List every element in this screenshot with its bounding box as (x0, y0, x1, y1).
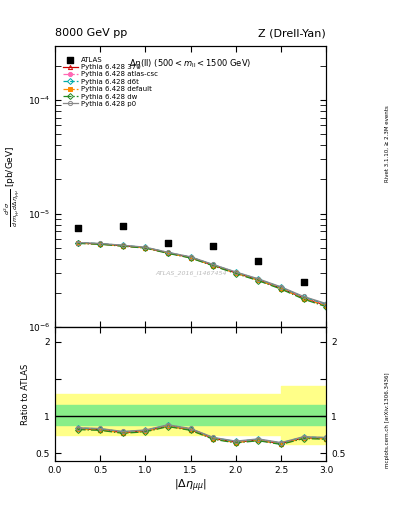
Legend: ATLAS, Pythia 6.428 370, Pythia 6.428 atlas-csc, Pythia 6.428 d6t, Pythia 6.428 : ATLAS, Pythia 6.428 370, Pythia 6.428 at… (61, 55, 159, 108)
Line: Pythia 6.428 default: Pythia 6.428 default (75, 241, 328, 308)
Pythia 6.428 default (279, 286, 283, 292)
Pythia 6.428 atlas-csc (98, 241, 103, 247)
Text: 8000 GeV pp: 8000 GeV pp (55, 28, 127, 38)
Pythia 6.428 370 (143, 245, 148, 251)
Pythia 6.428 d6t (233, 269, 238, 275)
Pythia 6.428 p0 (143, 244, 148, 250)
Pythia 6.428 dw (301, 296, 306, 302)
Pythia 6.428 370 (75, 240, 80, 246)
Pythia 6.428 d6t (211, 262, 216, 268)
Pythia 6.428 d6t (120, 242, 125, 248)
Pythia 6.428 370 (120, 243, 125, 249)
Pythia 6.428 atlas-csc (256, 276, 261, 283)
Pythia 6.428 d6t (256, 276, 261, 282)
Line: Pythia 6.428 atlas-csc: Pythia 6.428 atlas-csc (75, 241, 328, 307)
Pythia 6.428 atlas-csc (301, 294, 306, 301)
Line: Pythia 6.428 370: Pythia 6.428 370 (75, 241, 328, 308)
Text: $\Delta\eta(\mathrm{ll})\ (500 < m_{\mathrm{ll}} < 1500\ \mathrm{GeV})$: $\Delta\eta(\mathrm{ll})\ (500 < m_{\mat… (129, 57, 252, 70)
Pythia 6.428 d6t (301, 294, 306, 300)
Pythia 6.428 atlas-csc (120, 243, 125, 249)
Pythia 6.428 370 (211, 262, 216, 268)
Pythia 6.428 d6t (166, 249, 171, 255)
Pythia 6.428 default (98, 241, 103, 247)
Pythia 6.428 default (75, 240, 80, 246)
Pythia 6.428 p0 (98, 240, 103, 246)
Pythia 6.428 dw (143, 245, 148, 251)
Pythia 6.428 p0 (166, 249, 171, 255)
Pythia 6.428 default (188, 254, 193, 261)
Pythia 6.428 atlas-csc (279, 285, 283, 291)
Pythia 6.428 atlas-csc (188, 254, 193, 261)
Text: mcplots.cern.ch [arXiv:1306.3436]: mcplots.cern.ch [arXiv:1306.3436] (385, 372, 389, 467)
Pythia 6.428 d6t (98, 241, 103, 247)
Pythia 6.428 dw (233, 270, 238, 276)
Pythia 6.428 atlas-csc (324, 302, 329, 308)
Pythia 6.428 370 (188, 254, 193, 261)
Pythia 6.428 p0 (301, 293, 306, 300)
Pythia 6.428 p0 (233, 269, 238, 275)
Pythia 6.428 default (256, 278, 261, 284)
Pythia 6.428 dw (188, 255, 193, 261)
Pythia 6.428 dw (211, 263, 216, 269)
Pythia 6.428 default (166, 250, 171, 256)
Text: ATLAS_2016_I1467454: ATLAS_2016_I1467454 (155, 271, 226, 276)
Pythia 6.428 dw (256, 278, 261, 284)
Pythia 6.428 370 (98, 241, 103, 247)
Pythia 6.428 dw (324, 304, 329, 310)
ATLAS (165, 239, 171, 247)
Pythia 6.428 atlas-csc (166, 250, 171, 256)
Pythia 6.428 p0 (256, 276, 261, 282)
Pythia 6.428 default (211, 263, 216, 269)
ATLAS (75, 224, 81, 232)
Line: Pythia 6.428 d6t: Pythia 6.428 d6t (75, 241, 328, 306)
Pythia 6.428 370 (279, 285, 283, 291)
Pythia 6.428 default (143, 245, 148, 251)
Pythia 6.428 default (324, 303, 329, 309)
Pythia 6.428 370 (324, 303, 329, 309)
Pythia 6.428 d6t (279, 284, 283, 290)
Pythia 6.428 dw (279, 286, 283, 292)
Pythia 6.428 default (233, 270, 238, 276)
Pythia 6.428 dw (166, 250, 171, 257)
Pythia 6.428 d6t (75, 240, 80, 246)
ATLAS (119, 222, 126, 230)
Pythia 6.428 370 (301, 295, 306, 301)
Y-axis label: $\frac{d^2\sigma}{d\,m_{\mu\mu}\,d\Delta\eta_{\mu\mu}}$ [pb/GeV]: $\frac{d^2\sigma}{d\,m_{\mu\mu}\,d\Delta… (2, 146, 22, 227)
Pythia 6.428 atlas-csc (75, 240, 80, 246)
Pythia 6.428 p0 (188, 254, 193, 260)
Line: Pythia 6.428 dw: Pythia 6.428 dw (75, 241, 328, 309)
Pythia 6.428 dw (120, 243, 125, 249)
Pythia 6.428 d6t (188, 254, 193, 260)
Pythia 6.428 370 (256, 277, 261, 283)
X-axis label: $|\Delta\eta_{\mu\mu}|$: $|\Delta\eta_{\mu\mu}|$ (174, 477, 207, 494)
ATLAS (255, 257, 262, 265)
Text: Rivet 3.1.10, ≥ 2.3M events: Rivet 3.1.10, ≥ 2.3M events (385, 105, 389, 182)
Pythia 6.428 default (301, 295, 306, 302)
ATLAS (300, 278, 307, 286)
Pythia 6.428 p0 (120, 242, 125, 248)
Pythia 6.428 dw (98, 241, 103, 247)
Pythia 6.428 p0 (211, 262, 216, 268)
Pythia 6.428 d6t (143, 244, 148, 250)
Pythia 6.428 atlas-csc (143, 244, 148, 250)
Pythia 6.428 370 (233, 270, 238, 276)
Pythia 6.428 p0 (324, 301, 329, 307)
Pythia 6.428 p0 (75, 240, 80, 246)
Line: Pythia 6.428 p0: Pythia 6.428 p0 (75, 241, 328, 306)
Pythia 6.428 atlas-csc (233, 269, 238, 275)
ATLAS (210, 242, 217, 250)
Pythia 6.428 370 (166, 250, 171, 256)
Pythia 6.428 atlas-csc (211, 262, 216, 268)
Y-axis label: Ratio to ATLAS: Ratio to ATLAS (21, 364, 30, 424)
Text: Z (Drell-Yan): Z (Drell-Yan) (259, 28, 326, 38)
Pythia 6.428 p0 (279, 284, 283, 290)
Pythia 6.428 dw (75, 240, 80, 246)
Pythia 6.428 d6t (324, 301, 329, 307)
Pythia 6.428 default (120, 243, 125, 249)
